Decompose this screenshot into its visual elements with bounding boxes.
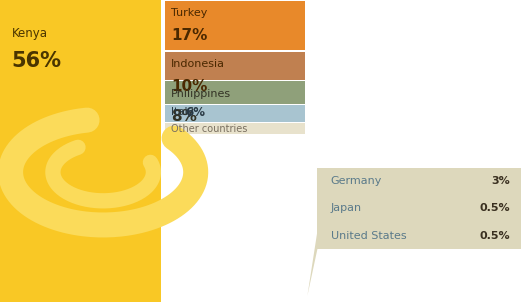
Text: 8%: 8%	[171, 109, 197, 124]
Text: 17%: 17%	[171, 28, 207, 43]
Text: Turkey: Turkey	[171, 8, 207, 18]
Text: 56%: 56%	[12, 51, 62, 71]
Text: 0.5%: 0.5%	[480, 203, 510, 214]
Bar	[165, 123, 305, 134]
Text: Indonesia: Indonesia	[171, 59, 225, 69]
Bar	[165, 105, 305, 122]
Bar	[0, 0, 161, 302]
Text: 3%: 3%	[492, 176, 510, 186]
Text: Japan: Japan	[331, 203, 362, 214]
Text: Philippines: Philippines	[171, 89, 231, 99]
Text: Kenya: Kenya	[12, 27, 48, 40]
Text: 10%: 10%	[171, 79, 207, 94]
Polygon shape	[307, 231, 317, 296]
Bar	[317, 168, 521, 249]
Text: 6%: 6%	[186, 106, 206, 119]
Text: Germany: Germany	[331, 176, 382, 186]
Bar	[165, 52, 305, 80]
Bar	[165, 1, 305, 50]
Bar	[165, 82, 305, 104]
Text: Other countries: Other countries	[171, 124, 247, 133]
Text: 0.5%: 0.5%	[480, 230, 510, 241]
Text: Italy: Italy	[171, 107, 197, 117]
Text: United States: United States	[331, 230, 406, 241]
